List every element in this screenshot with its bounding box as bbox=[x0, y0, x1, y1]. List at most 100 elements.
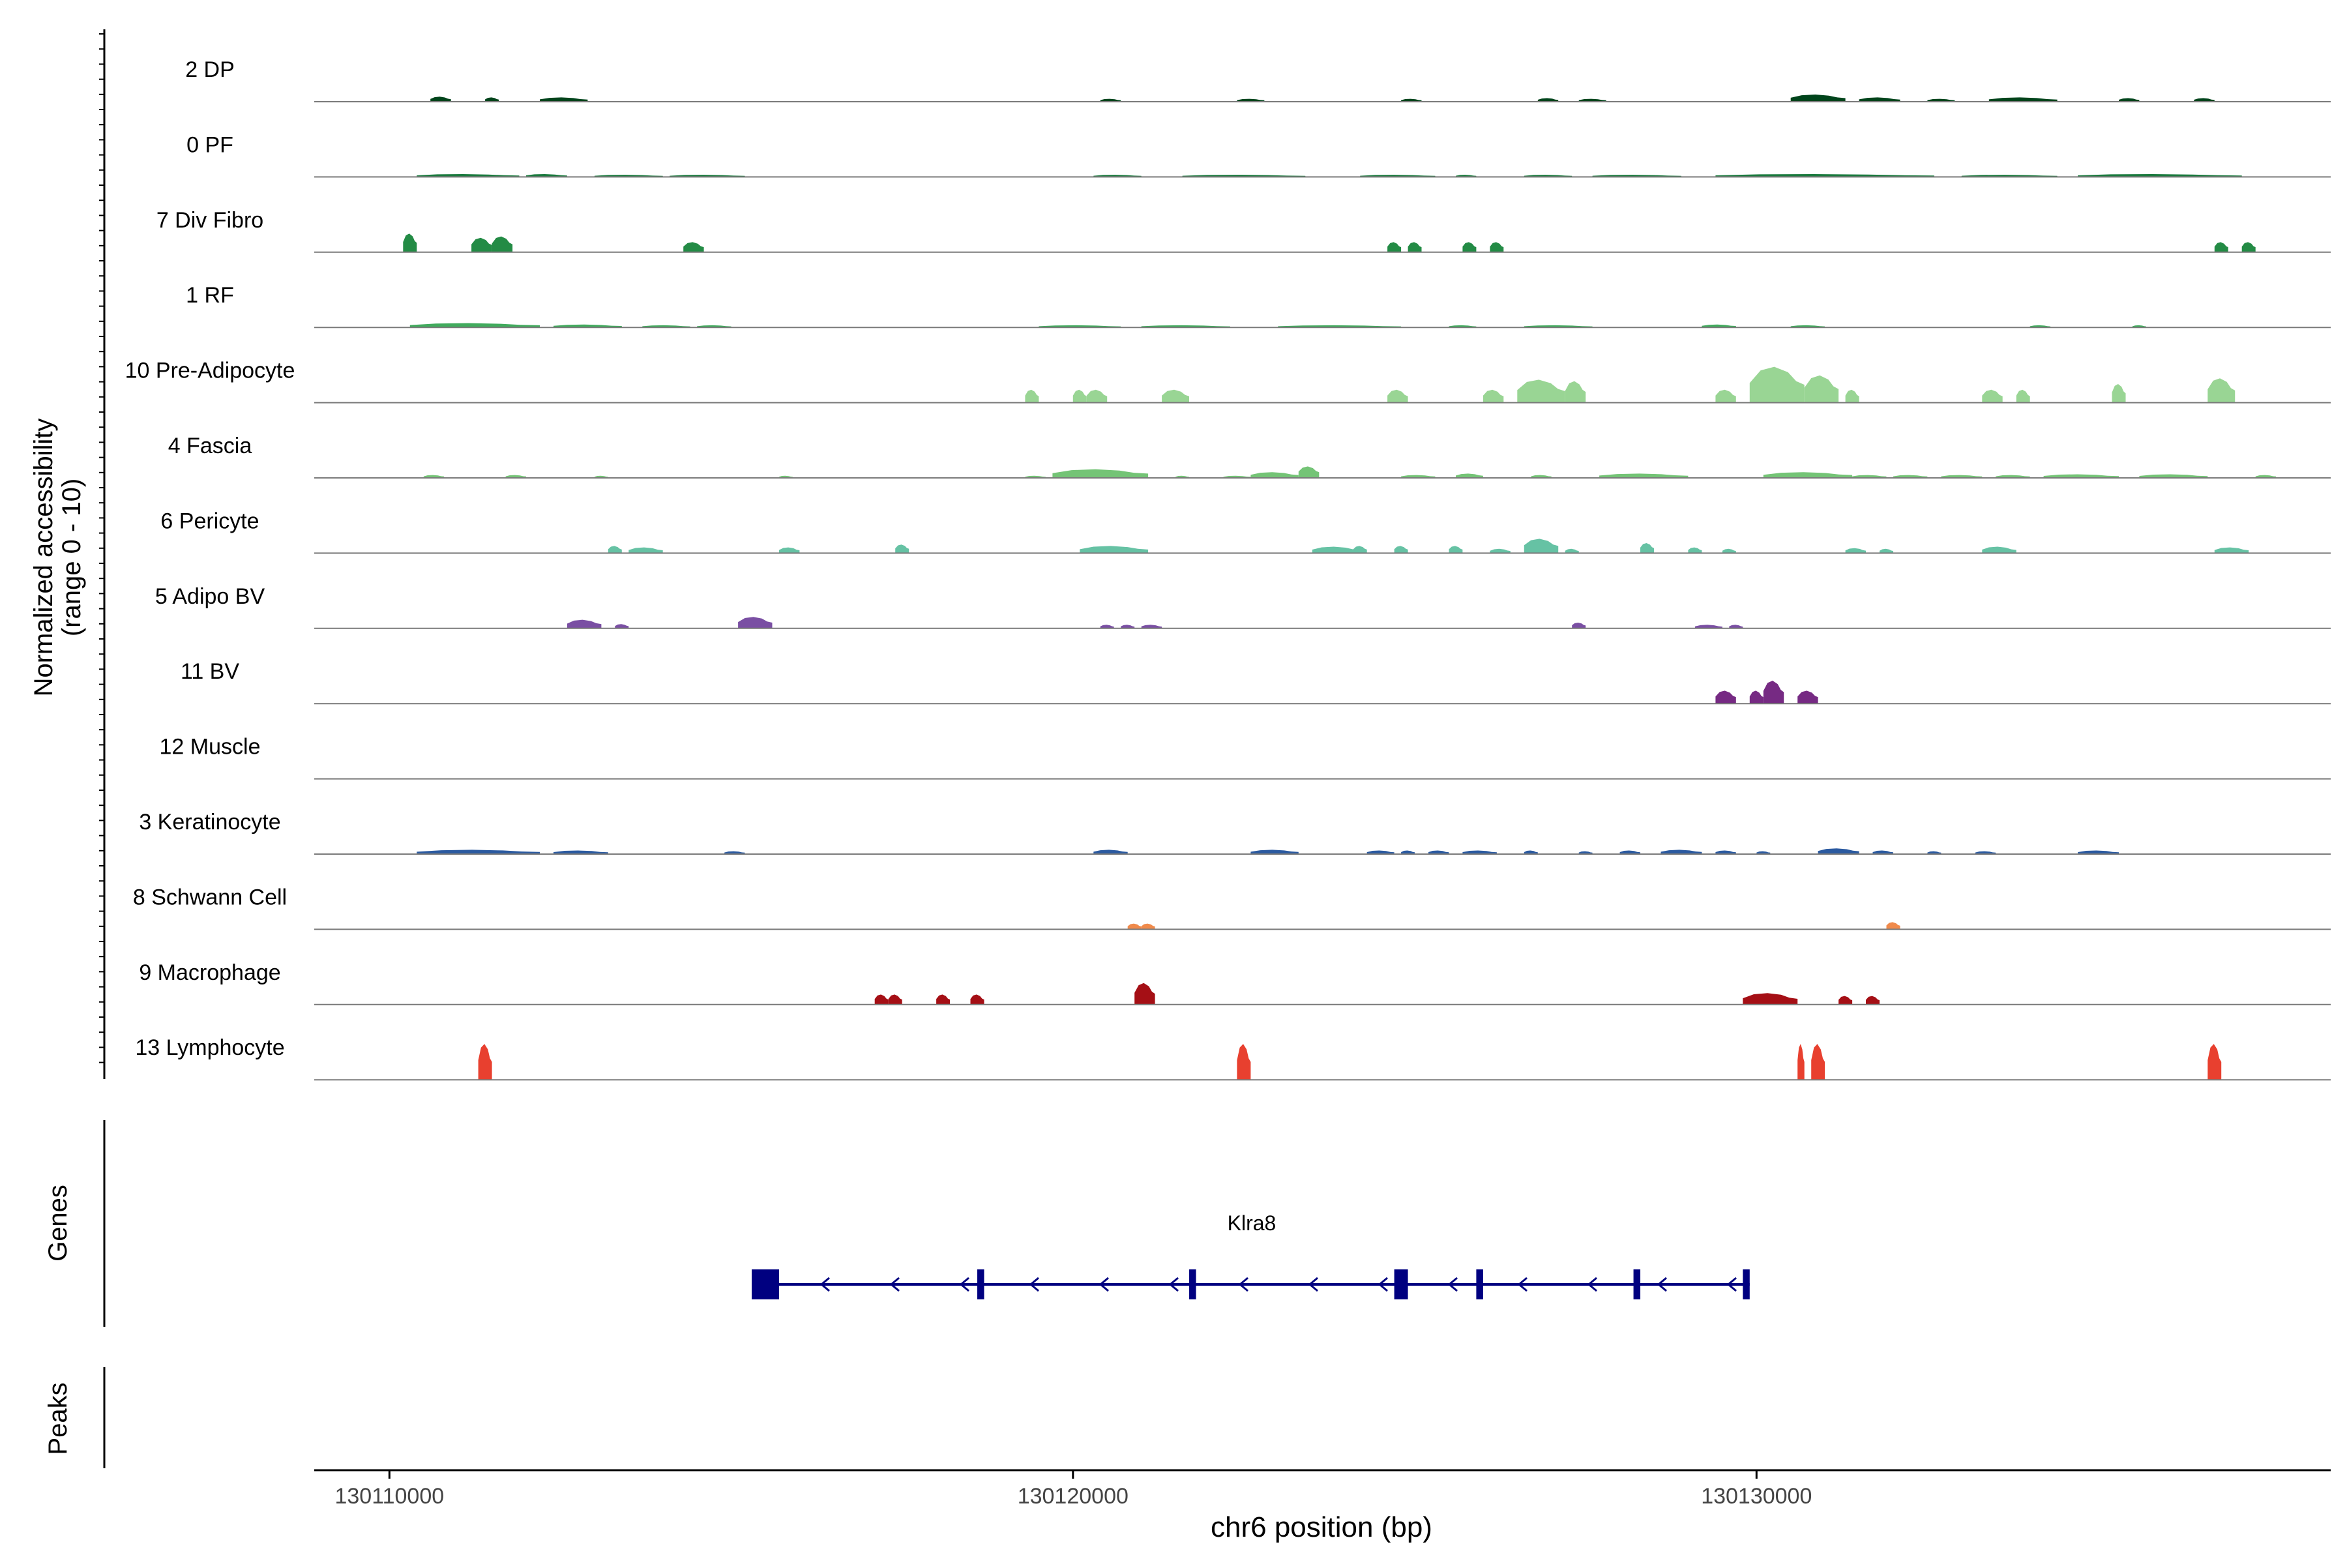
accessibility-peak bbox=[492, 236, 513, 252]
track-8: 5 Adipo BV bbox=[155, 584, 2331, 629]
accessibility-peak bbox=[409, 323, 540, 328]
accessibility-peak bbox=[1845, 389, 1859, 403]
accessibility-peak bbox=[1818, 848, 1859, 854]
accessibility-peak bbox=[423, 475, 445, 478]
x-tick-label: 130120000 bbox=[1018, 1484, 1129, 1509]
accessibility-peak bbox=[1749, 366, 1805, 403]
accessibility-peak bbox=[1982, 389, 2003, 403]
accessibility-peak bbox=[1996, 475, 2030, 478]
accessibility-peak bbox=[683, 242, 704, 252]
accessibility-peak bbox=[2112, 384, 2126, 403]
accessibility-peak bbox=[471, 237, 492, 252]
accessibility-peak bbox=[540, 97, 588, 102]
accessibility-peak bbox=[1456, 473, 1483, 478]
accessibility-peak bbox=[1387, 389, 1408, 403]
track-label: 8 Schwann Cell bbox=[133, 885, 287, 910]
track-14: 13 Lymphocyte bbox=[135, 1035, 2331, 1081]
accessibility-peak bbox=[1141, 625, 1162, 629]
accessibility-peak bbox=[1715, 174, 1934, 177]
gene-exon bbox=[977, 1269, 984, 1299]
accessibility-peak bbox=[1537, 98, 1559, 102]
accessibility-peak bbox=[1715, 850, 1736, 854]
accessibility-peak bbox=[430, 96, 451, 102]
gene-name-label: Klra8 bbox=[1228, 1211, 1277, 1235]
accessibility-peak bbox=[1797, 1044, 1805, 1080]
accessibility-peak bbox=[1565, 548, 1579, 554]
strand-arrow bbox=[889, 1277, 900, 1292]
accessibility-peak bbox=[1941, 475, 1983, 478]
accessibility-peak bbox=[1100, 625, 1114, 629]
strand-arrow bbox=[1587, 1277, 1597, 1292]
accessibility-peak bbox=[2214, 547, 2249, 554]
track-6: 4 Fascia bbox=[168, 434, 2331, 479]
track-12: 8 Schwann Cell bbox=[133, 885, 2331, 930]
accessibility-peak bbox=[1462, 242, 1477, 252]
track-label: 11 BV bbox=[181, 659, 239, 684]
accessibility-peak bbox=[1982, 546, 2016, 554]
track-9: 11 BV bbox=[181, 659, 2331, 705]
track-5: 10 Pre-Adipocyte bbox=[125, 359, 2331, 404]
accessibility-peak bbox=[485, 97, 499, 102]
accessibility-peak bbox=[1599, 473, 1689, 478]
accessibility-peak bbox=[1797, 690, 1818, 704]
gene-exon bbox=[1189, 1269, 1196, 1299]
accessibility-peak bbox=[2016, 389, 2030, 403]
accessibility-peak bbox=[1141, 923, 1155, 930]
accessibility-peak bbox=[1428, 850, 1449, 854]
gene-track: Klra8 bbox=[752, 1211, 1750, 1299]
track-10: 12 Muscle bbox=[160, 735, 2331, 780]
accessibility-peak bbox=[1694, 625, 1722, 629]
accessibility-peak bbox=[1756, 851, 1771, 854]
gene-exon bbox=[1743, 1269, 1750, 1299]
track-label: 0 PF bbox=[186, 132, 233, 157]
accessibility-peak bbox=[554, 324, 622, 328]
gene-exon bbox=[1633, 1269, 1641, 1299]
accessibility-peak bbox=[1578, 98, 1606, 102]
track-label: 12 Muscle bbox=[160, 735, 261, 760]
gene-exon bbox=[1476, 1269, 1483, 1299]
accessibility-peak bbox=[1749, 690, 1764, 704]
strand-arrow bbox=[1238, 1277, 1248, 1292]
accessibility-peak bbox=[1722, 548, 1736, 554]
accessibility-peak bbox=[1490, 548, 1511, 554]
accessibility-peak bbox=[1763, 472, 1853, 478]
track-3: 7 Div Fibro bbox=[156, 208, 2331, 253]
accessibility-peak bbox=[1250, 850, 1299, 854]
accessibility-peak bbox=[1250, 472, 1299, 478]
accessibility-peak bbox=[1866, 996, 1880, 1005]
y-axis-title-line1: Normalized accessibility bbox=[29, 419, 58, 697]
strand-arrow bbox=[1657, 1277, 1667, 1292]
strand-arrow bbox=[959, 1277, 969, 1292]
accessibility-peak bbox=[1729, 625, 1743, 629]
accessibility-peak bbox=[2078, 850, 2119, 854]
accessibility-peak bbox=[2207, 378, 2236, 403]
y-axis-title-line2: (range 0 - 10) bbox=[57, 479, 86, 636]
track-label: 3 Keratinocyte bbox=[139, 810, 280, 835]
accessibility-peak bbox=[1790, 95, 1846, 102]
track-label: 2 DP bbox=[185, 57, 235, 82]
accessibility-peak bbox=[2207, 1044, 2222, 1080]
coverage-y-ticks bbox=[99, 33, 104, 1063]
accessibility-peak bbox=[1353, 546, 1367, 554]
accessibility-peak bbox=[1312, 546, 1361, 554]
strand-arrow bbox=[1308, 1277, 1318, 1292]
gene-exon bbox=[1394, 1269, 1408, 1299]
accessibility-peak bbox=[608, 546, 622, 554]
accessibility-peak bbox=[1927, 98, 1955, 102]
accessibility-peak bbox=[1517, 379, 1565, 403]
accessibility-peak bbox=[1134, 983, 1155, 1005]
accessibility-peak bbox=[615, 624, 629, 629]
track-13: 9 Macrophage bbox=[139, 960, 2331, 1005]
track-7: 6 Pericyte bbox=[160, 509, 2331, 554]
accessibility-peak bbox=[1572, 623, 1586, 629]
accessibility-peak bbox=[1483, 389, 1504, 403]
strand-arrow bbox=[1517, 1277, 1528, 1292]
accessibility-peak bbox=[1661, 850, 1702, 854]
accessibility-peak bbox=[1859, 97, 1900, 102]
accessibility-peak bbox=[2139, 474, 2208, 478]
accessibility-peak bbox=[895, 544, 909, 554]
accessibility-peak bbox=[1462, 850, 1497, 854]
accessibility-peak bbox=[1052, 469, 1149, 478]
accessibility-peak bbox=[1845, 548, 1866, 554]
